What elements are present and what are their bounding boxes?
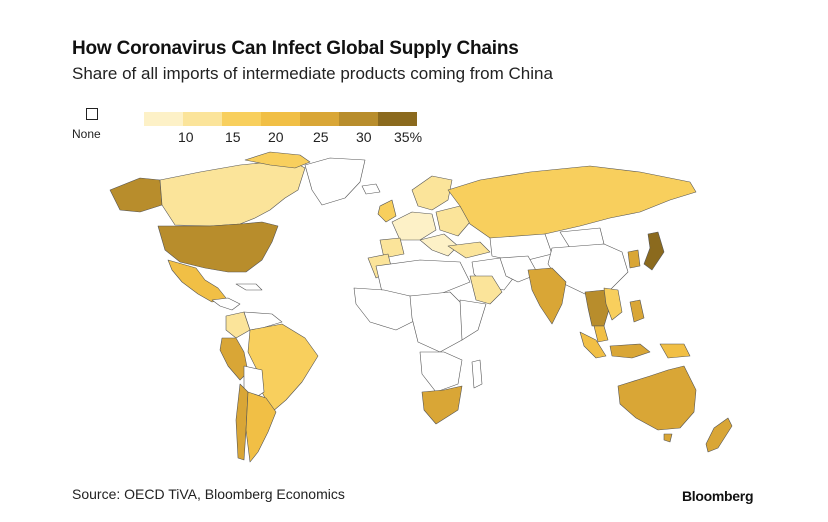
region-japan: [643, 231, 665, 271]
region-philippines: [629, 299, 645, 323]
legend-swatch: [144, 112, 183, 126]
legend-tick-label: 15: [225, 129, 241, 145]
region-italy-balkans: [419, 233, 459, 257]
region-argentina: [245, 391, 277, 463]
region-madagascar: [471, 359, 483, 389]
region-tasmania: [663, 433, 673, 443]
legend-swatch: [339, 112, 378, 126]
legend-none-label: None: [72, 127, 101, 141]
region-saudi-arabia: [469, 275, 503, 305]
region-brazil: [247, 323, 319, 413]
legend-none-swatch: [86, 108, 98, 120]
region-australia: [617, 365, 697, 431]
region-russia: [447, 165, 697, 241]
region-uk-ireland: [377, 199, 397, 223]
region-colombia: [225, 311, 251, 339]
brand-logo: Bloomberg: [682, 488, 754, 504]
legend-swatch: [300, 112, 339, 126]
region-central-america: [211, 297, 241, 311]
region-india: [527, 267, 567, 325]
region-north-africa: [375, 259, 471, 297]
region-korea: [627, 249, 641, 269]
region-turkey: [447, 241, 491, 259]
region-alaska: [109, 177, 163, 213]
region-canada: [159, 159, 306, 227]
region-vietnam-laos: [603, 287, 623, 321]
chart-title: How Coronavirus Can Infect Global Supply…: [72, 38, 519, 59]
source-note: Source: OECD TiVA, Bloomberg Economics: [72, 486, 345, 502]
region-papua: [659, 343, 691, 359]
legend-swatch: [222, 112, 261, 126]
chart-subtitle: Share of all imports of intermediate pro…: [72, 64, 553, 83]
legend-tick-label: 10: [178, 129, 194, 145]
region-malaysia: [593, 325, 609, 343]
region-central-africa: [409, 291, 469, 353]
region-southern-africa: [419, 351, 463, 393]
region-kazakhstan-central: [489, 233, 553, 263]
region-venezuela-guyanas: [243, 311, 283, 331]
legend-swatch: [378, 112, 417, 126]
region-caribbean: [235, 283, 263, 291]
region-usa: [157, 221, 279, 273]
region-west-africa: [353, 287, 421, 331]
region-iceland: [361, 183, 381, 195]
region-greenland: [304, 157, 366, 206]
region-indonesia-islands: [609, 343, 651, 359]
legend-tick-label: 35%: [394, 129, 423, 145]
region-canada-arctic: [244, 151, 311, 169]
legend-swatch: [183, 112, 222, 126]
region-eastern-europe: [435, 205, 471, 237]
legend-tick-label: 20: [268, 129, 284, 145]
region-iran-afghanistan: [499, 255, 539, 283]
region-scandinavia: [411, 175, 453, 211]
color-legend: [144, 112, 417, 126]
region-east-africa: [459, 299, 487, 341]
legend-tick-label: 30: [356, 129, 372, 145]
legend-swatch: [261, 112, 300, 126]
region-western-europe: [391, 211, 437, 241]
region-south-africa: [421, 385, 463, 425]
region-indonesia-sumatra: [579, 331, 607, 359]
legend-tick-label: 25: [313, 129, 329, 145]
region-new-zealand: [705, 417, 733, 453]
region-iberia: [379, 237, 405, 259]
